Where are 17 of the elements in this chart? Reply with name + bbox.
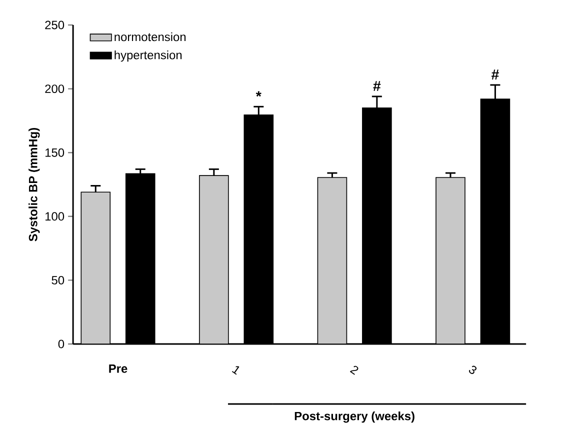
- y-axis-title: Systolic BP (mmHg): [28, 128, 40, 242]
- y-tick-label: 0: [58, 340, 64, 348]
- x-tick-label: Pre: [109, 364, 128, 373]
- legend-label: normotension: [114, 32, 186, 42]
- x-tick-label: 2: [350, 366, 358, 375]
- y-tick-label: 250: [45, 20, 64, 30]
- annotation: #: [373, 81, 381, 91]
- annotation: *: [256, 91, 262, 97]
- x-tick-label: 3: [469, 366, 477, 374]
- annotation: #: [491, 70, 499, 80]
- y-tick-label: 200: [45, 84, 64, 94]
- x-tick-label: 1: [232, 366, 240, 375]
- y-tick-label: 50: [52, 276, 64, 284]
- x-axis-title: Post-surgery (weeks): [294, 412, 414, 423]
- y-tick-label: 100: [46, 212, 64, 221]
- y-tick-label: 150: [46, 148, 64, 157]
- legend-label: hypertension: [114, 50, 182, 62]
